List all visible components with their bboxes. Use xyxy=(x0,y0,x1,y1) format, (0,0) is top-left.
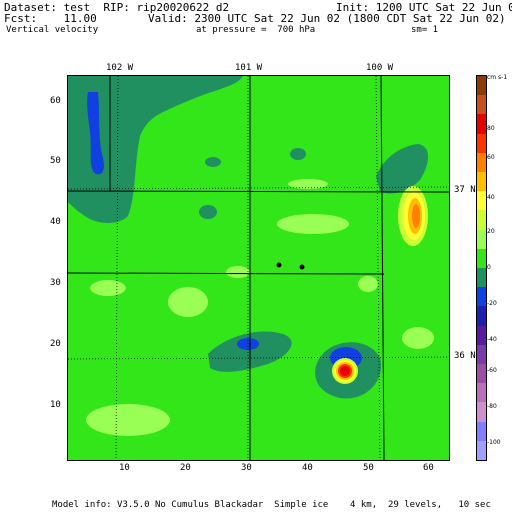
latitude-label-37n: 37 N xyxy=(454,185,476,195)
smoothing-label: sm= 1 xyxy=(411,25,439,35)
x-tick-label: 30 xyxy=(241,463,252,473)
y-tick-label: 50 xyxy=(50,156,61,166)
light-green-patch xyxy=(402,327,434,349)
x-tick-label: 40 xyxy=(302,463,313,473)
color-scale-swatch xyxy=(477,287,486,307)
light-green-patch xyxy=(277,214,349,234)
color-scale-swatch xyxy=(477,210,486,231)
pressure-level-label: at pressure = 700 hPa xyxy=(196,25,316,35)
color-scale-swatch xyxy=(477,172,486,192)
map-canvas xyxy=(68,76,449,460)
teal-region-east xyxy=(376,144,428,194)
color-scale-label: -80 xyxy=(487,403,497,410)
longitude-line xyxy=(375,76,381,460)
light-green-patch xyxy=(358,276,378,292)
color-scale-swatch xyxy=(477,344,486,365)
x-tick-label: 50 xyxy=(363,463,374,473)
color-scale-label: -40 xyxy=(487,336,497,343)
model-info-footer: Model info: V3.5.0 No Cumulus Blackadar … xyxy=(52,500,491,510)
valid-time-label: Valid: 2300 UTC Sat 22 Jun 02 (1800 CDT … xyxy=(148,12,506,25)
color-scale-swatch xyxy=(477,95,486,115)
longitude-line xyxy=(115,76,119,460)
teal-blob xyxy=(205,157,221,167)
light-green-patch xyxy=(168,287,208,317)
color-scale-label: 40 xyxy=(487,194,495,201)
color-scale-label: 0 xyxy=(487,264,491,271)
color-scale-swatch xyxy=(477,364,486,384)
y-tick-label: 60 xyxy=(50,96,61,106)
y-tick-label: 20 xyxy=(50,339,61,349)
x-tick-label: 20 xyxy=(180,463,191,473)
color-scale-label: 80 xyxy=(487,125,495,132)
color-scale-swatch xyxy=(477,152,486,173)
color-scale-swatch xyxy=(477,306,486,327)
latitude-line xyxy=(68,356,449,360)
latitude-line xyxy=(68,186,449,190)
color-scale-swatch xyxy=(477,440,486,461)
color-scale-swatch xyxy=(477,229,486,250)
color-scale-swatch xyxy=(477,114,486,135)
y-tick-label: 10 xyxy=(50,400,61,410)
field-name-label: Vertical velocity xyxy=(6,25,99,35)
color-scale-swatch xyxy=(477,268,486,288)
color-scale-swatch xyxy=(477,191,486,211)
longitude-label-102w: 102 W xyxy=(106,63,134,73)
color-scale-unit: cm s-1 xyxy=(487,74,508,81)
color-scale-label: 20 xyxy=(487,228,495,235)
color-scale-bar xyxy=(476,75,487,461)
state-boundary xyxy=(68,272,385,275)
light-green-patch xyxy=(86,404,170,436)
station-marker xyxy=(276,262,282,268)
forecast-hour-label: Fcst: 11.00 xyxy=(4,12,97,25)
state-boundary xyxy=(380,76,385,460)
vertical-velocity-map xyxy=(67,75,450,461)
light-green-patch xyxy=(90,280,126,296)
updraft-core-east xyxy=(412,204,420,228)
x-tick-label: 10 xyxy=(119,463,130,473)
light-green-patch xyxy=(288,179,328,189)
color-scale-swatch xyxy=(477,402,486,423)
longitude-label-101w: 101 W xyxy=(235,63,263,73)
color-scale-label: 60 xyxy=(487,154,495,161)
teal-region-northwest xyxy=(68,76,243,223)
init-time-label: Init: 1200 UTC Sat 22 Jun 02 xyxy=(336,1,512,14)
color-scale-swatch xyxy=(477,133,486,154)
teal-blob xyxy=(290,148,306,160)
color-scale-swatch xyxy=(477,248,486,269)
latitude-label-36n: 36 N xyxy=(454,351,476,361)
y-tick-label: 40 xyxy=(50,217,61,227)
color-scale-swatch xyxy=(477,325,486,346)
color-scale-label: -100 xyxy=(487,439,501,446)
blue-region-northwest xyxy=(87,92,104,175)
color-scale-swatch xyxy=(477,383,486,403)
longitude-label-100w: 100 W xyxy=(366,63,394,73)
color-scale-label: -60 xyxy=(487,367,497,374)
light-green-patch xyxy=(226,266,250,278)
station-marker xyxy=(299,264,305,270)
state-boundary xyxy=(68,190,449,193)
y-tick-label: 30 xyxy=(50,278,61,288)
color-scale-swatch xyxy=(477,76,486,96)
x-tick-label: 60 xyxy=(423,463,434,473)
color-scale-label: -20 xyxy=(487,300,497,307)
teal-blob xyxy=(199,205,217,219)
dataset-label: Dataset: test RIP: rip20020622 d2 xyxy=(4,1,230,14)
color-scale-swatch xyxy=(477,421,486,442)
updraft-core-southeast xyxy=(340,366,350,376)
